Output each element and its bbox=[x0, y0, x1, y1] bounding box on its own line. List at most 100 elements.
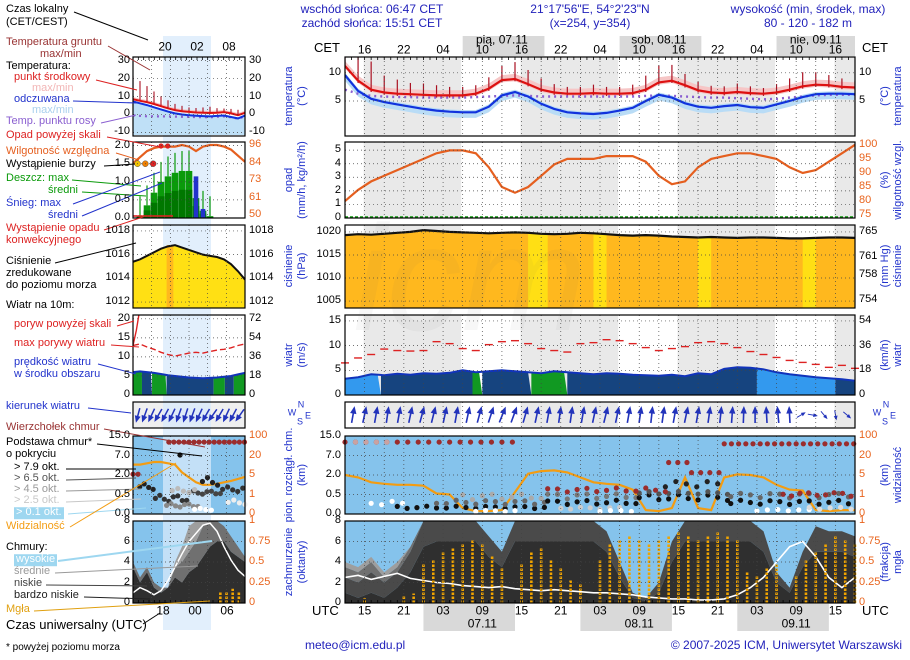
fog-ytick-right: 0.5 bbox=[859, 555, 875, 568]
mini-cover-ytick-left: 0 bbox=[123, 596, 130, 609]
precip-ytick-left: 0 bbox=[334, 211, 341, 224]
clouds-ytick-left: 0.5 bbox=[325, 487, 341, 500]
wind-arrow bbox=[350, 406, 357, 424]
precip-ytick-left: 2 bbox=[334, 184, 341, 197]
wind-arrow bbox=[774, 406, 782, 424]
cover-ytick-left: 2 bbox=[334, 575, 341, 588]
wind-arrow bbox=[637, 406, 644, 424]
legend-cloud-base-1: Podstawa chmur* bbox=[6, 436, 93, 449]
legend-okta-79: > 7.9 okt. bbox=[14, 461, 60, 474]
humidity-ytick-right: 80 bbox=[859, 194, 872, 207]
top-hour-tick: 22 bbox=[554, 42, 568, 57]
legend-clouds-vlow: bardzo niskie bbox=[14, 589, 79, 602]
axis-title-left: opad bbox=[283, 167, 296, 193]
bottom-utc-tick: 15 bbox=[514, 603, 529, 618]
humidity-ytick-right: 95 bbox=[859, 152, 872, 165]
wind-ytick-left: 5 bbox=[334, 363, 341, 376]
precip-ytick-left: 3 bbox=[334, 170, 341, 183]
compass-letter: S bbox=[881, 416, 889, 427]
date-label: 09.11 bbox=[781, 616, 811, 631]
contact-email-link[interactable]: meteo@icm.edu.pl bbox=[305, 638, 406, 652]
legend-storm: Wystąpienie burzy bbox=[6, 158, 96, 171]
mini-precip-ytick-right: 84 bbox=[249, 156, 262, 169]
legend-temp-maxmin: max/min bbox=[32, 82, 74, 95]
clouds-ytick-left: 2.0 bbox=[325, 468, 341, 481]
axis-title-right-unit: (%) bbox=[879, 171, 892, 189]
mini-wind-ytick-left: 20 bbox=[117, 312, 130, 325]
axis-title-right-unit: (frakcja) bbox=[879, 542, 892, 582]
visibility-line bbox=[344, 469, 855, 513]
wind-arrow bbox=[419, 406, 426, 423]
mini-clouds-ytick-right: 1 bbox=[249, 487, 256, 500]
legend-gust-max: max porywy wiatru bbox=[14, 337, 106, 350]
legend-cloud-base-2: o pokryciu bbox=[6, 448, 57, 461]
legend-okta-45: > 4.5 okt. bbox=[14, 483, 60, 496]
bottom-utc-tick: 03 bbox=[750, 603, 764, 618]
mini-pressure-ytick-right: 1012 bbox=[249, 295, 274, 308]
mini-top-tick: 02 bbox=[190, 39, 204, 54]
wind-arrow bbox=[568, 406, 575, 424]
bottom-utc-tick: 09 bbox=[475, 603, 489, 618]
clouds-ytick-left: 0.0 bbox=[325, 507, 341, 520]
legend-visibility: Widzialność bbox=[6, 520, 65, 533]
precip-ytick-left: 1 bbox=[334, 197, 341, 210]
pressure-ytick-left: 1005 bbox=[316, 294, 341, 307]
legend-temp-felt: odczuwana bbox=[14, 93, 70, 106]
wind-arrow bbox=[442, 406, 449, 423]
legend-wind-header: Wiatr na 10m: bbox=[6, 299, 75, 312]
wind-arrow bbox=[717, 406, 724, 424]
fog-ytick-right: 0.75 bbox=[859, 534, 881, 547]
legend-clouds-header: Chmury: bbox=[6, 541, 48, 554]
wind-arrow bbox=[671, 406, 679, 424]
mini-precip-ytick-right: 73 bbox=[249, 173, 262, 186]
axis-title-left: zachmurzenie bbox=[283, 527, 296, 597]
wind-arrow bbox=[683, 406, 690, 423]
copyright-label: © 2007-2025 ICM, Uniwersytet Warszawski bbox=[670, 638, 902, 652]
sunrise-label: wschód słońca: 06:47 CET bbox=[300, 2, 444, 16]
pressure-ytick-right: 754 bbox=[859, 293, 878, 306]
axis-title-right: widzialność bbox=[892, 446, 905, 504]
mini-temperature-panel bbox=[133, 75, 245, 135]
mini-top-tick: 20 bbox=[158, 39, 172, 54]
top-hour-tick: 10 bbox=[789, 42, 803, 57]
axis-title-left: wiatr bbox=[283, 343, 296, 367]
mini-pressure-ytick-right: 1014 bbox=[249, 271, 274, 284]
cover-ytick-left: 4 bbox=[334, 555, 341, 568]
visibility-ytick-right: 1 bbox=[859, 487, 866, 500]
humidity-ytick-right: 100 bbox=[859, 138, 878, 151]
wind-arrow bbox=[729, 406, 736, 424]
legend-conv-precip-1: Wystąpienie opadu bbox=[6, 222, 100, 235]
temp-ytick-right: 10 bbox=[859, 66, 872, 79]
bottom-utc-tick: 09 bbox=[789, 603, 803, 618]
wind-arrow bbox=[807, 413, 818, 418]
wind-arrow bbox=[430, 406, 437, 423]
wind-arrow bbox=[533, 406, 541, 423]
legend-wind-speed-1: prędkość wiatru bbox=[14, 356, 92, 369]
fog-ytick-right: 0 bbox=[859, 596, 866, 609]
humidity-ytick-right: 85 bbox=[859, 180, 872, 193]
wind-arrow bbox=[510, 406, 518, 423]
legend-gust-above: poryw powyżej skali bbox=[14, 318, 112, 331]
mini-wind-arrow bbox=[208, 408, 218, 422]
mini-wind-ytick-left: 10 bbox=[117, 350, 130, 363]
compass-letter: N bbox=[882, 399, 890, 410]
mini-cover-ytick-left: 4 bbox=[123, 555, 130, 568]
fog-ytick-right: 1 bbox=[859, 514, 866, 527]
legend-clouds-high: wysokie bbox=[14, 553, 58, 566]
mini-wind-ytick-right: 0 bbox=[249, 388, 256, 401]
sunset-label: zachód słońca: 15:51 CET bbox=[301, 16, 443, 30]
top-hour-tick: 10 bbox=[632, 42, 646, 57]
top-hour-tick: 04 bbox=[436, 42, 450, 57]
mini-cover-ytick-right: 0.5 bbox=[249, 555, 265, 568]
legend-conv-precip-2: konwekcyjnego bbox=[6, 234, 82, 247]
mini-bottom-tick: 00 bbox=[188, 603, 202, 618]
wind-arrow bbox=[786, 406, 793, 424]
wind-arrow bbox=[660, 406, 667, 424]
top-hour-tick: 16 bbox=[671, 42, 686, 57]
mini-precip-ytick-right: 96 bbox=[249, 138, 262, 151]
day-label: nie, 09.11 bbox=[789, 32, 842, 47]
mini-precip-ytick-right: 50 bbox=[249, 208, 262, 221]
mini-wind-arrow bbox=[229, 408, 238, 423]
mini-precip-ytick-left: 0.5 bbox=[114, 193, 130, 206]
mini-temp-ytick-right: 30 bbox=[249, 53, 262, 66]
